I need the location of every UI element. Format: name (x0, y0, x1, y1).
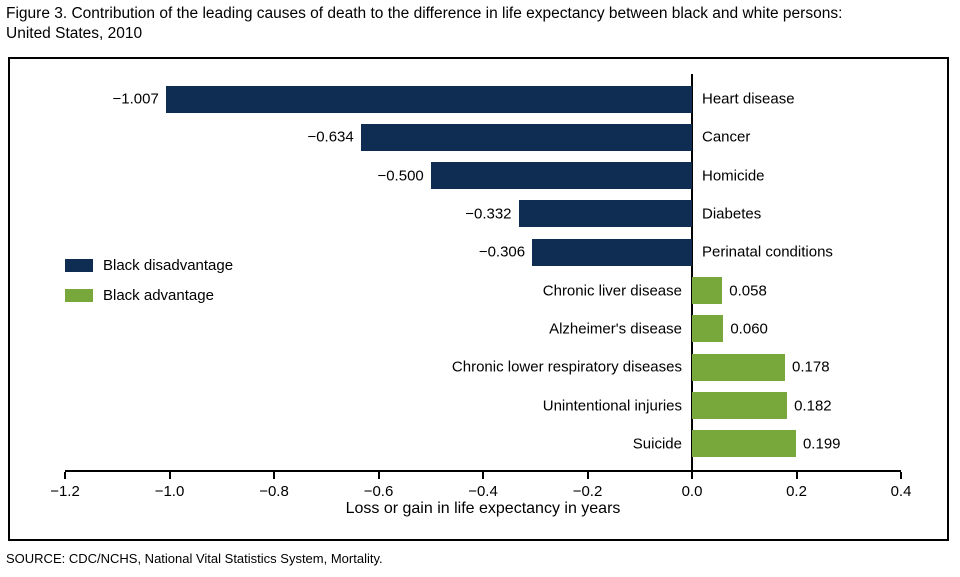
bar-category-label: Heart disease (702, 90, 795, 108)
bar-category-label: Perinatal conditions (702, 243, 833, 261)
chart-frame: −1.2 −1.0 −0.8 −0.6 −0.4 −0.2 0.0 0.2 0.4 −1.007 H… (8, 57, 949, 541)
x-axis-tick-label: −1.2 (50, 483, 80, 500)
x-axis-tick (64, 472, 66, 479)
bar (692, 277, 723, 305)
bar-category-label: Cancer (702, 128, 751, 146)
x-axis-tick-label: −0.6 (363, 483, 394, 500)
x-axis-tick (900, 472, 902, 479)
bar-value-label: 0.058 (729, 282, 767, 300)
bar-value-label: −0.500 (377, 167, 424, 185)
figure-title-line1: Figure 3. Contribution of the leading ca… (6, 5, 843, 22)
bar-value-label: −0.634 (307, 128, 354, 146)
x-axis-tick-label: 0.0 (681, 483, 703, 500)
x-axis-tick (273, 472, 275, 479)
bar (692, 353, 785, 381)
legend-item-black-advantage: Black advantage (65, 287, 233, 304)
bar-value-label: 0.178 (792, 358, 830, 376)
bar-category-label: Suicide (632, 435, 682, 453)
bar (532, 238, 692, 266)
bar (692, 315, 724, 343)
bar-value-label: −0.332 (465, 205, 512, 223)
bar-category-label: Diabetes (702, 205, 762, 223)
bar-value-label: 0.060 (730, 320, 768, 338)
x-axis-tick (586, 472, 589, 479)
x-axis-tick (168, 472, 171, 479)
figure-title: Figure 3. Contribution of the leading ca… (6, 4, 956, 44)
bar (360, 123, 692, 151)
bar-value-label: −0.306 (478, 243, 526, 261)
bar-category-label: Alzheimer's disease (549, 320, 682, 338)
plot-area: −1.2 −1.0 −0.8 −0.6 −0.4 −0.2 0.0 0.2 0.4 −1.007 H… (50, 74, 911, 500)
x-axis-tick-label: −0.2 (572, 483, 603, 500)
x-axis-tick (482, 472, 484, 479)
legend-label-black-disadvantage: Black disadvantage (103, 257, 234, 274)
source-note: SOURCE: CDC/NCHS, National Vital Statist… (6, 551, 383, 566)
x-axis-tick-label: 0.2 (786, 483, 807, 500)
bar-value-label: 0.182 (794, 397, 832, 415)
zero-axis-line (691, 74, 693, 472)
bar (518, 200, 692, 228)
legend-swatch-black-advantage (65, 289, 93, 302)
x-axis-tick (691, 472, 693, 479)
bar-category-label: Chronic lower respiratory diseases (451, 358, 682, 376)
legend-label-black-advantage: Black advantage (103, 287, 214, 304)
bar (692, 430, 796, 458)
bar-category-label: Unintentional injuries (542, 397, 682, 415)
legend: Black disadvantage Black advantage (65, 257, 233, 317)
bar-value-label: 0.199 (802, 435, 841, 453)
bar (692, 392, 788, 420)
bar (165, 85, 692, 113)
x-axis-tick (795, 472, 798, 479)
x-axis-tick-label: 0.4 (890, 483, 912, 500)
legend-swatch-black-disadvantage (65, 259, 93, 272)
x-axis-tick-label: −0.4 (468, 483, 498, 500)
bar-category-label: Homicide (702, 167, 765, 185)
bar-category-label: Chronic liver disease (542, 282, 682, 300)
bar (430, 162, 692, 190)
x-axis-title: Loss or gain in life expectancy in years (345, 500, 621, 517)
legend-item-black-disadvantage: Black disadvantage (65, 257, 233, 274)
x-axis-tick-label: −1.0 (154, 483, 185, 500)
figure-title-line2: United States, 2010 (6, 25, 143, 42)
x-axis-tick-label: −0.8 (259, 483, 289, 500)
x-axis-tick (377, 472, 380, 479)
x-axis-line (65, 470, 901, 472)
bar-value-label: −1.007 (112, 90, 159, 108)
